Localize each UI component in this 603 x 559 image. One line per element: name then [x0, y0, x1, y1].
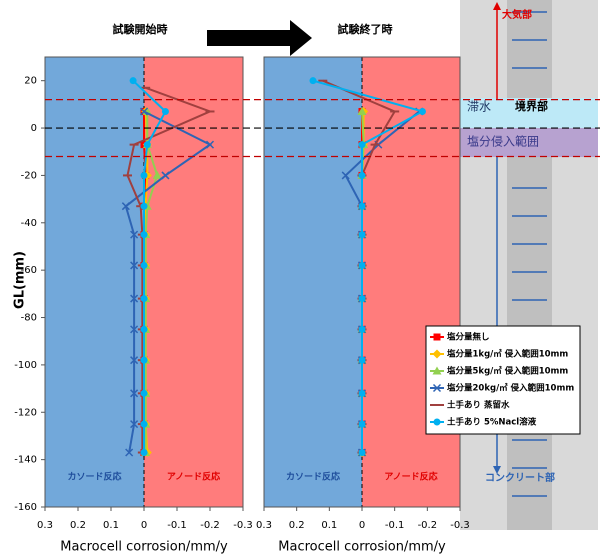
marker — [359, 141, 366, 148]
marker — [359, 421, 366, 428]
legend-label: 塩分量20kg/㎡ 侵入範囲10mm — [447, 383, 574, 394]
boundary-label: 境界部 — [515, 99, 548, 113]
marker — [359, 203, 366, 210]
y-tick-label: -100 — [14, 360, 37, 371]
concrete-label: コンクリート部 — [485, 471, 555, 484]
marker — [359, 262, 366, 269]
marker — [359, 449, 366, 456]
start-title: 試験開始時 — [113, 22, 168, 36]
marker — [141, 231, 148, 238]
marker — [141, 449, 148, 456]
x-tick-label: -0.3 — [233, 520, 253, 531]
marker — [359, 357, 366, 364]
x-tick-label: -0.2 — [418, 520, 438, 531]
y-tick-label: -120 — [14, 407, 37, 418]
y-tick-label: -140 — [14, 455, 37, 466]
marker — [359, 326, 366, 333]
annotation: アノード反応 — [167, 471, 220, 483]
marker — [141, 203, 148, 210]
concrete-column — [507, 0, 552, 530]
x-tick-label: 0.3 — [256, 520, 272, 531]
marker — [359, 172, 366, 179]
atmosphere-label: 大気部 — [502, 8, 532, 21]
marker — [359, 295, 366, 302]
x-tick-label: -0.1 — [167, 520, 187, 531]
y-tick-label: -20 — [21, 170, 37, 181]
x-axis-label: Macrocell corrosion/mm/y — [278, 540, 446, 555]
marker — [162, 108, 169, 115]
marker — [359, 231, 366, 238]
x-axis-label: Macrocell corrosion/mm/y — [60, 540, 228, 555]
legend-label: 塩分量1kg/㎡ 侵入範囲10mm — [447, 349, 568, 360]
x-tick-label: 0.2 — [289, 520, 305, 531]
marker — [141, 326, 148, 333]
legend-label: 土手あり 5%Nacl溶液 — [447, 417, 537, 428]
y-tick-label: -80 — [21, 313, 37, 324]
x-tick-label: 0.3 — [37, 520, 53, 531]
salt-label: 塩分侵入範囲 — [467, 134, 539, 149]
cathode-region — [45, 57, 144, 507]
marker — [310, 77, 317, 84]
x-tick-label: 0.1 — [321, 520, 337, 531]
time-arrow — [207, 20, 312, 56]
legend-label: 塩分量5kg/㎡ 侵入範囲10mm — [447, 366, 568, 377]
marker — [434, 419, 441, 426]
annotation: カソード反応 — [286, 471, 340, 483]
marker — [434, 334, 441, 341]
marker — [141, 262, 148, 269]
x-tick-label: 0 — [359, 520, 365, 531]
x-tick-label: 0.1 — [103, 520, 119, 531]
page: 大気部 滞水 境界部 塩分侵入範囲 コンクリート部 試験開始時 試験終了時 0.… — [0, 0, 603, 559]
marker — [144, 141, 151, 148]
y-axis-label: GL(mm) — [13, 251, 28, 309]
marker — [141, 295, 148, 302]
legend-label: 塩分量無し — [447, 332, 490, 343]
x-tick-label: -0.1 — [385, 520, 405, 531]
marker — [359, 390, 366, 397]
x-tick-label: 0 — [141, 520, 147, 531]
legend-label: 土手あり 蒸留水 — [447, 400, 510, 411]
marker — [141, 390, 148, 397]
annotation: アノード反応 — [384, 471, 437, 483]
marker — [419, 108, 426, 115]
end-title: 試験終了時 — [338, 22, 393, 36]
annotation: カソード反応 — [67, 471, 121, 483]
y-tick-label: 20 — [24, 76, 37, 87]
marker — [141, 421, 148, 428]
x-tick-label: -0.3 — [450, 520, 470, 531]
y-tick-label: -160 — [14, 502, 37, 513]
water-label: 滞水 — [467, 100, 491, 114]
anode-region — [362, 57, 460, 507]
x-tick-label: -0.2 — [200, 520, 220, 531]
x-tick-label: 0.2 — [70, 520, 86, 531]
cathode-region — [264, 57, 362, 507]
marker — [141, 172, 148, 179]
y-tick-label: 0 — [31, 123, 37, 134]
marker — [141, 357, 148, 364]
marker — [130, 77, 137, 84]
y-tick-label: -40 — [21, 218, 37, 229]
